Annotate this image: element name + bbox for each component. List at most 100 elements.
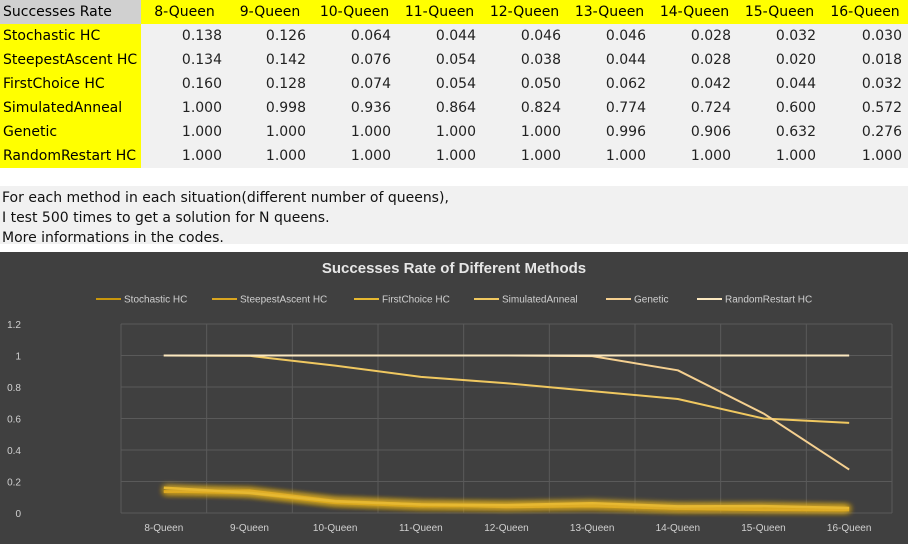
value-cell[interactable]: 1.000 <box>482 144 567 168</box>
value-cell[interactable]: 0.020 <box>737 48 822 72</box>
value-cell[interactable]: 0.076 <box>312 48 397 72</box>
chart-canvas: Successes Rate of Different Methods Stoc… <box>7 260 893 534</box>
column-header-10-queen[interactable]: 10-Queen <box>312 0 397 24</box>
value-cell[interactable]: 1.000 <box>652 144 737 168</box>
legend-item[interactable]: RandomRestart HC <box>697 295 812 306</box>
value-cell[interactable]: 1.000 <box>567 144 652 168</box>
column-header-15-queen[interactable]: 15-Queen <box>737 0 822 24</box>
table-corner-cell[interactable]: Successes Rate <box>0 0 141 24</box>
column-header-9-queen[interactable]: 9-Queen <box>228 0 312 24</box>
value-cell[interactable]: 0.038 <box>482 48 567 72</box>
legend-item[interactable]: Genetic <box>606 295 668 306</box>
x-tick-label: 16-Queen <box>827 523 871 534</box>
row-label[interactable]: Stochastic HC <box>0 24 141 48</box>
y-tick-label: 0.4 <box>7 446 21 457</box>
success-rate-chart[interactable]: Successes Rate of Different Methods Stoc… <box>0 252 908 544</box>
value-cell[interactable]: 0.632 <box>737 120 822 144</box>
table-row: SimulatedAnneal 1.000 0.998 0.936 0.864 0.824… <box>0 96 908 120</box>
value-cell[interactable]: 0.936 <box>312 96 397 120</box>
column-header-13-queen[interactable]: 13-Queen <box>567 0 652 24</box>
value-cell[interactable]: 1.000 <box>141 96 228 120</box>
value-cell[interactable]: 0.864 <box>397 96 482 120</box>
y-axis-labels: 0 0.2 0.4 0.6 0.8 1 1.2 <box>7 320 21 520</box>
row-label[interactable]: SimulatedAnneal <box>0 96 141 120</box>
series-line[interactable] <box>163 486 850 510</box>
value-cell[interactable]: 0.050 <box>482 72 567 96</box>
legend-item[interactable]: SteepestAscent HC <box>212 295 327 306</box>
value-cell[interactable]: 0.042 <box>652 72 737 96</box>
value-cell[interactable]: 1.000 <box>822 144 908 168</box>
value-cell[interactable]: 0.028 <box>652 48 737 72</box>
value-cell[interactable]: 0.074 <box>312 72 397 96</box>
value-cell[interactable]: 1.000 <box>397 120 482 144</box>
legend-label: FirstChoice HC <box>382 295 450 306</box>
value-cell[interactable]: 0.996 <box>567 120 652 144</box>
row-label[interactable]: RandomRestart HC <box>0 144 141 168</box>
y-tick-label: 0.8 <box>7 383 21 394</box>
value-cell[interactable]: 1.000 <box>228 120 312 144</box>
value-cell[interactable]: 0.600 <box>737 96 822 120</box>
row-label[interactable]: Genetic <box>0 120 141 144</box>
value-cell[interactable]: 0.998 <box>228 96 312 120</box>
column-header-12-queen[interactable]: 12-Queen <box>482 0 567 24</box>
value-cell[interactable]: 0.046 <box>567 24 652 48</box>
column-header-14-queen[interactable]: 14-Queen <box>652 0 737 24</box>
value-cell[interactable]: 1.000 <box>397 144 482 168</box>
value-cell[interactable]: 1.000 <box>312 120 397 144</box>
value-cell[interactable]: 1.000 <box>228 144 312 168</box>
value-cell[interactable]: 0.906 <box>652 120 737 144</box>
value-cell[interactable]: 1.000 <box>482 120 567 144</box>
value-cell[interactable]: 0.724 <box>652 96 737 120</box>
column-header-11-queen[interactable]: 11-Queen <box>397 0 482 24</box>
value-cell[interactable]: 0.044 <box>397 24 482 48</box>
value-cell[interactable]: 1.000 <box>141 120 228 144</box>
results-sheet: Successes Rate 8-Queen 9-Queen 10-Queen 11-Q… <box>0 0 908 168</box>
legend-item[interactable]: FirstChoice HC <box>354 295 450 306</box>
value-cell[interactable]: 1.000 <box>141 144 228 168</box>
x-tick-label: 8-Queen <box>144 523 183 534</box>
value-cell[interactable]: 0.032 <box>822 72 908 96</box>
notes-block: For each method in each situation(differ… <box>0 186 908 246</box>
value-cell[interactable]: 0.046 <box>482 24 567 48</box>
x-tick-label: 14-Queen <box>656 523 700 534</box>
value-cell[interactable]: 0.062 <box>567 72 652 96</box>
value-cell[interactable]: 0.276 <box>822 120 908 144</box>
value-cell[interactable]: 0.142 <box>228 48 312 72</box>
column-header-16-queen[interactable]: 16-Queen <box>822 0 908 24</box>
note-line: I test 500 times to get a solution for N… <box>2 210 330 226</box>
value-cell[interactable]: 0.572 <box>822 96 908 120</box>
series-line[interactable] <box>163 489 850 512</box>
value-cell[interactable]: 0.138 <box>141 24 228 48</box>
value-cell[interactable]: 0.044 <box>567 48 652 72</box>
value-cell[interactable]: 0.160 <box>141 72 228 96</box>
value-cell[interactable]: 0.128 <box>228 72 312 96</box>
value-cell[interactable]: 0.030 <box>822 24 908 48</box>
value-cell[interactable]: 0.054 <box>397 72 482 96</box>
value-cell[interactable]: 0.064 <box>312 24 397 48</box>
legend-item[interactable]: Stochastic HC <box>96 295 187 306</box>
value-cell[interactable]: 1.000 <box>737 144 822 168</box>
series-line[interactable] <box>163 354 850 471</box>
legend-item[interactable]: SimulatedAnneal <box>474 295 578 306</box>
x-axis-labels: 8-Queen 9-Queen 10-Queen 11-Queen 12-Queen 13… <box>144 523 871 534</box>
value-cell[interactable]: 0.018 <box>822 48 908 72</box>
legend-label: Stochastic HC <box>124 295 187 306</box>
column-header-8-queen[interactable]: 8-Queen <box>141 0 228 24</box>
row-label[interactable]: FirstChoice HC <box>0 72 141 96</box>
results-table: Successes Rate 8-Queen 9-Queen 10-Queen 11-Q… <box>0 0 908 168</box>
value-cell[interactable]: 1.000 <box>312 144 397 168</box>
value-cell[interactable]: 0.126 <box>228 24 312 48</box>
row-label[interactable]: SteepestAscent HC <box>0 48 141 72</box>
series-line[interactable] <box>163 354 850 424</box>
value-cell[interactable]: 0.032 <box>737 24 822 48</box>
value-cell[interactable]: 0.028 <box>652 24 737 48</box>
table-header-row: Successes Rate 8-Queen 9-Queen 10-Queen 11-Q… <box>0 0 908 24</box>
legend-label: RandomRestart HC <box>725 295 812 306</box>
series-lines <box>163 354 850 512</box>
value-cell[interactable]: 0.054 <box>397 48 482 72</box>
legend-label: Genetic <box>634 295 668 306</box>
value-cell[interactable]: 0.044 <box>737 72 822 96</box>
value-cell[interactable]: 0.774 <box>567 96 652 120</box>
value-cell[interactable]: 0.134 <box>141 48 228 72</box>
value-cell[interactable]: 0.824 <box>482 96 567 120</box>
